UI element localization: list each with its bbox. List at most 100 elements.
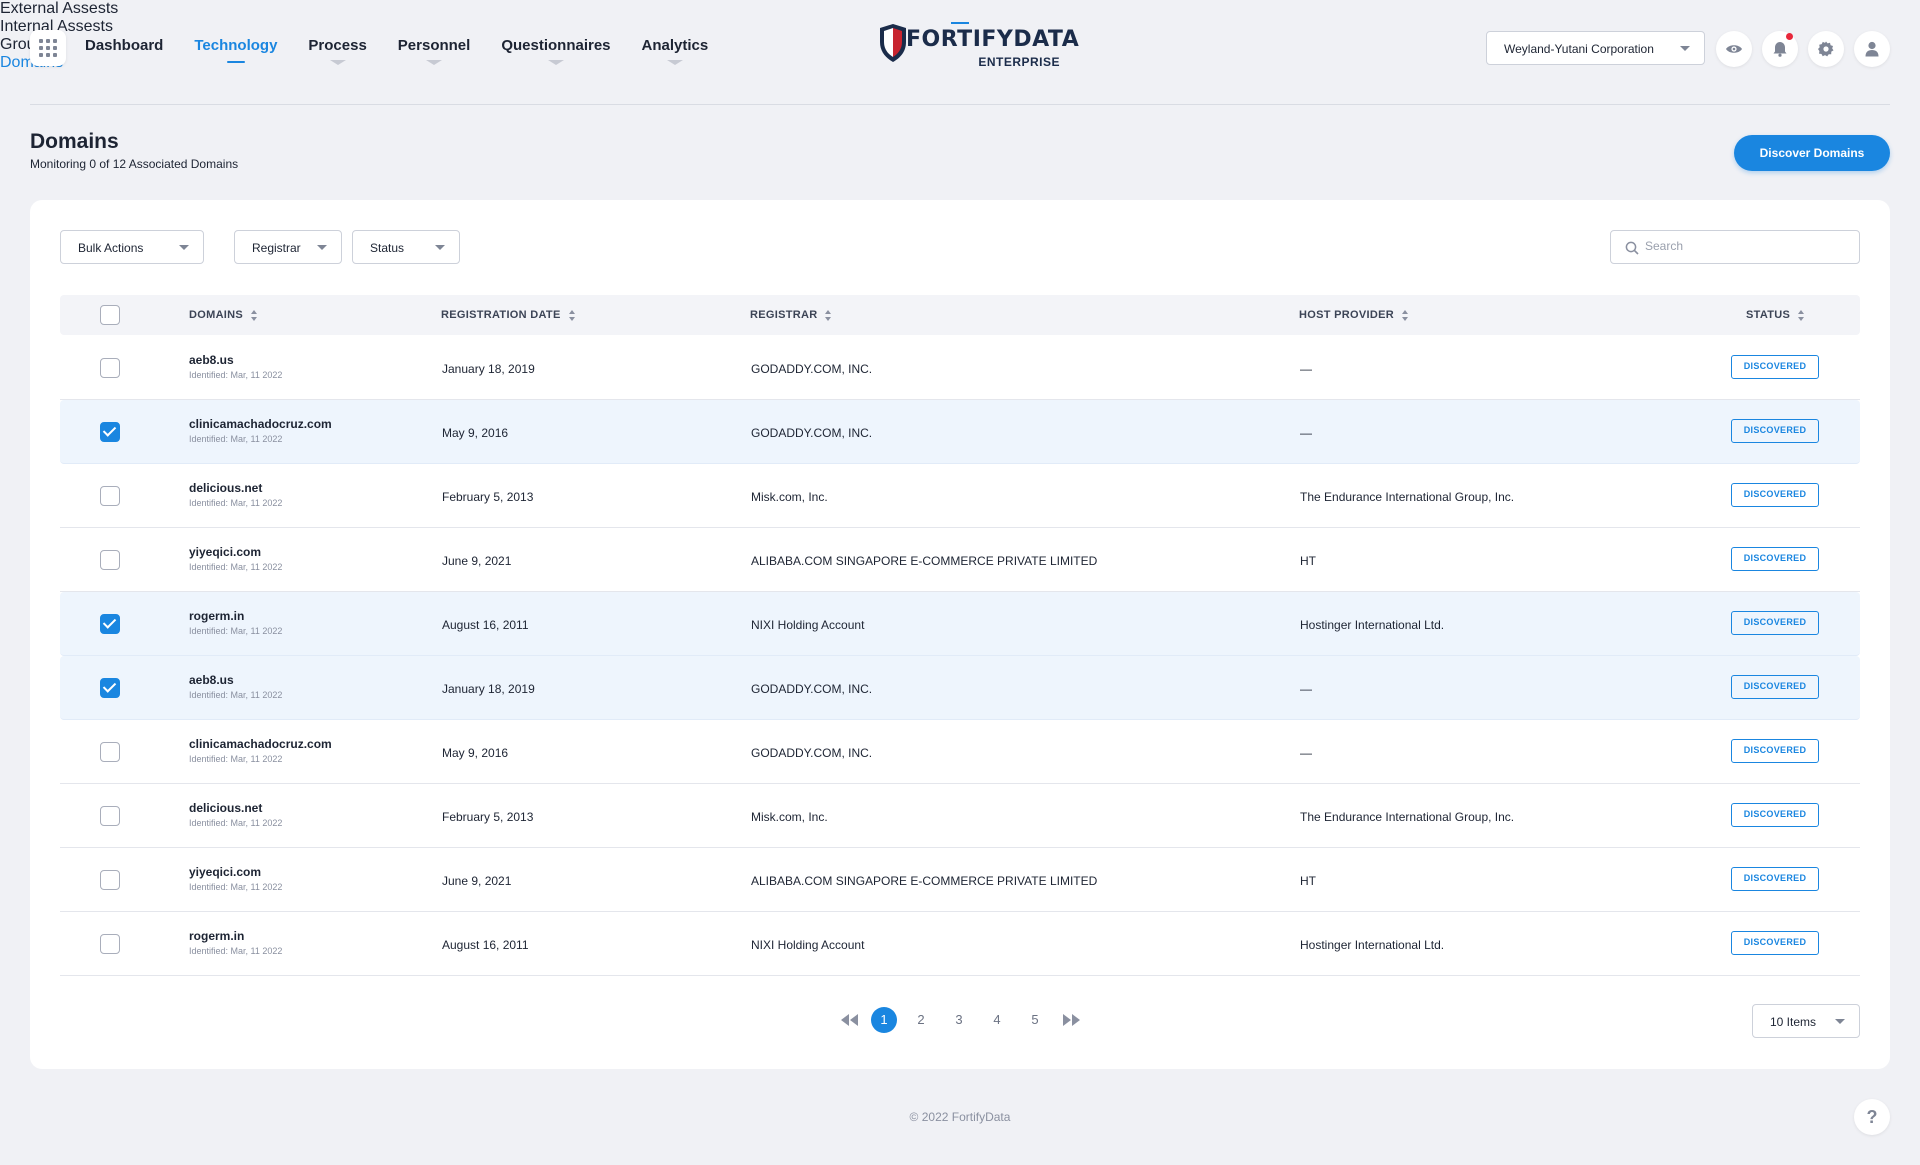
- items-per-page-select[interactable]: 10 Items: [1752, 1004, 1860, 1038]
- row-checkbox[interactable]: [100, 358, 120, 378]
- user-icon[interactable]: [1854, 31, 1890, 67]
- nav-item-analytics[interactable]: Analytics: [641, 37, 709, 54]
- row-checkbox[interactable]: [100, 806, 120, 826]
- nav-item-personnel[interactable]: Personnel: [397, 37, 471, 54]
- nav-item-questionnaires[interactable]: Questionnaires: [501, 37, 611, 54]
- table-row[interactable]: rogerm.in Identified: Mar, 11 2022 August …: [60, 912, 1860, 976]
- select-all-checkbox[interactable]: [100, 305, 120, 325]
- last-page-icon[interactable]: [1062, 1014, 1080, 1026]
- table-row[interactable]: clinicamachadocruz.com Identified: Mar, 1…: [60, 400, 1860, 464]
- identified-date: Identified: Mar, 11 2022: [189, 498, 283, 508]
- registrar: NIXI Holding Account: [751, 618, 865, 632]
- apps-grid-icon[interactable]: [30, 30, 66, 66]
- nav-item-dashboard[interactable]: Dashboard: [85, 37, 164, 54]
- domain-name[interactable]: aeb8.us: [189, 353, 234, 367]
- registrar: NIXI Holding Account: [751, 938, 865, 952]
- row-checkbox[interactable]: [100, 486, 120, 506]
- first-page-icon[interactable]: [841, 1014, 859, 1026]
- row-checkbox[interactable]: [100, 678, 120, 698]
- sort-icon: [568, 309, 576, 321]
- page-2-button[interactable]: 2: [917, 1012, 925, 1027]
- items-per-page-value: 10 Items: [1770, 1015, 1817, 1029]
- organization-select-value: Weyland-Yutani Corporation: [1504, 42, 1654, 56]
- identified-date: Identified: Mar, 11 2022: [189, 562, 283, 572]
- fortifydata-logo[interactable]: FORTIFYDATA ENTERPRISE: [878, 22, 1079, 72]
- table-row[interactable]: yiyeqici.com Identified: Mar, 11 2022 June…: [60, 528, 1860, 592]
- page-subtitle: Monitoring 0 of 12 Associated Domains: [30, 157, 239, 171]
- registration-date: January 18, 2019: [442, 682, 535, 696]
- host-provider: —: [1300, 682, 1312, 696]
- host-provider: —: [1300, 426, 1312, 440]
- domain-name[interactable]: yiyeqici.com: [189, 865, 262, 879]
- domain-name[interactable]: clinicamachadocruz.com: [189, 417, 332, 431]
- domain-name[interactable]: rogerm.in: [189, 929, 245, 943]
- help-button[interactable]: ?: [1854, 1099, 1890, 1135]
- domain-name[interactable]: yiyeqici.com: [189, 545, 262, 559]
- host-provider: Hostinger International Ltd.: [1300, 618, 1445, 632]
- identified-date: Identified: Mar, 11 2022: [189, 626, 283, 636]
- organization-select[interactable]: Weyland-Yutani Corporation: [1486, 31, 1705, 65]
- bulk-actions-dropdown[interactable]: Bulk Actions: [60, 230, 204, 264]
- status-filter[interactable]: Status: [352, 230, 460, 264]
- subnav-item-internal-assests[interactable]: Internal Assests: [0, 18, 113, 35]
- status-filter-label: Status: [370, 241, 405, 255]
- row-checkbox[interactable]: [100, 742, 120, 762]
- table-row[interactable]: rogerm.in Identified: Mar, 11 2022 August …: [60, 592, 1860, 656]
- subnav-item-external-assests[interactable]: External Assests: [0, 0, 119, 17]
- status-badge: DISCOVERED: [1731, 419, 1819, 443]
- column-host-provider[interactable]: HOST PROVIDER: [1299, 309, 1409, 321]
- registrar: ALIBABA.COM SINGAPORE E-COMMERCE PRIVATE…: [751, 874, 1098, 888]
- sort-icon: [1401, 309, 1409, 321]
- page-5-button[interactable]: 5: [1031, 1012, 1039, 1027]
- row-checkbox[interactable]: [100, 870, 120, 890]
- row-checkbox[interactable]: [100, 934, 120, 954]
- table-row[interactable]: aeb8.us Identified: Mar, 11 2022 January 1…: [60, 656, 1860, 720]
- column-registration-date[interactable]: REGISTRATION DATE: [441, 309, 576, 321]
- bell-icon[interactable]: [1762, 31, 1798, 67]
- row-checkbox[interactable]: [100, 550, 120, 570]
- nav-item-process[interactable]: Process: [308, 37, 367, 54]
- host-provider: Hostinger International Ltd.: [1300, 938, 1445, 952]
- search-input[interactable]: [1645, 239, 1845, 253]
- domain-name[interactable]: clinicamachadocruz.com: [189, 737, 332, 751]
- domain-name[interactable]: delicious.net: [189, 801, 263, 815]
- discover-domains-button[interactable]: Discover Domains: [1734, 135, 1890, 171]
- column-domains[interactable]: DOMAINS: [189, 309, 258, 321]
- gear-icon[interactable]: [1808, 31, 1844, 67]
- page-3-button[interactable]: 3: [955, 1012, 963, 1027]
- bulk-actions-label: Bulk Actions: [78, 241, 144, 255]
- row-checkbox[interactable]: [100, 614, 120, 634]
- table-row[interactable]: delicious.net Identified: Mar, 11 2022 Feb…: [60, 784, 1860, 848]
- domain-name[interactable]: aeb8.us: [189, 673, 234, 687]
- page-4-button[interactable]: 4: [993, 1012, 1001, 1027]
- table-row[interactable]: clinicamachadocruz.com Identified: Mar, 1…: [60, 720, 1860, 784]
- domain-name[interactable]: rogerm.in: [189, 609, 245, 623]
- table-row[interactable]: yiyeqici.com Identified: Mar, 11 2022 June…: [60, 848, 1860, 912]
- top-bar: Dashboard Technology Process Personnel Quest…: [30, 0, 1890, 105]
- status-badge: DISCOVERED: [1731, 483, 1819, 507]
- column-registrar[interactable]: REGISTRAR: [750, 309, 832, 321]
- column-registration-date-label: REGISTRATION DATE: [441, 309, 561, 321]
- table-row[interactable]: aeb8.us Identified: Mar, 11 2022 January 1…: [60, 336, 1860, 400]
- column-status[interactable]: STATUS: [1746, 309, 1805, 321]
- registrar-filter[interactable]: Registrar: [234, 230, 342, 264]
- registrar: GODADDY.COM, INC.: [751, 682, 873, 696]
- logo-sub: ENTERPRISE: [978, 55, 1060, 69]
- eye-icon[interactable]: [1716, 31, 1752, 67]
- identified-date: Identified: Mar, 11 2022: [189, 754, 283, 764]
- nav-item-technology[interactable]: Technology: [194, 37, 278, 54]
- host-provider: The Endurance International Group, Inc.: [1300, 490, 1515, 504]
- domain-name[interactable]: delicious.net: [189, 481, 263, 495]
- status-badge: DISCOVERED: [1731, 931, 1819, 955]
- table-row[interactable]: delicious.net Identified: Mar, 11 2022 Feb…: [60, 464, 1860, 528]
- table-header: DOMAINS REGISTRATION DATE REGISTRAR HOST…: [60, 295, 1860, 335]
- status-badge: DISCOVERED: [1731, 547, 1819, 571]
- registration-date: August 16, 2011: [442, 938, 529, 952]
- registrar-filter-label: Registrar: [252, 241, 301, 255]
- status-badge: DISCOVERED: [1731, 739, 1819, 763]
- row-checkbox[interactable]: [100, 422, 120, 442]
- search-box[interactable]: [1610, 230, 1860, 264]
- registration-date: January 18, 2019: [442, 362, 535, 376]
- page-1-button[interactable]: 1: [871, 1007, 897, 1033]
- host-provider: HT: [1300, 874, 1316, 888]
